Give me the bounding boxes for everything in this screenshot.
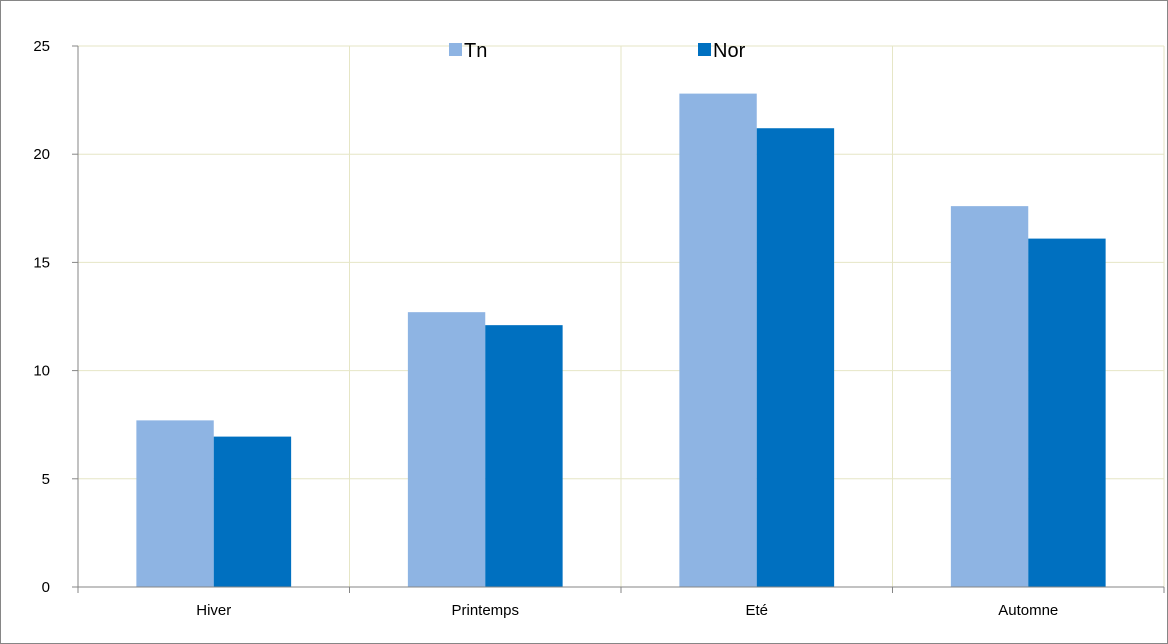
y-tick-label: 0: [42, 579, 50, 596]
bar-tn-printemps: [407, 312, 486, 587]
legend: Tn Nor: [449, 40, 746, 62]
legend-label-tn: Tn: [464, 40, 487, 62]
y-tick-label: 20: [33, 146, 50, 163]
axes: 0 5 10 15 20 25 Hiver Printemps Eté Automne: [33, 38, 1165, 619]
bar-tn-eté: [679, 93, 757, 587]
bar-tn-automne: [950, 206, 1029, 588]
y-tick-label: 10: [33, 363, 50, 380]
bar-tn-hiver: [136, 420, 214, 587]
bar-nor-automne: [1028, 238, 1106, 587]
legend-swatch-tn: [449, 43, 462, 56]
y-tick-label: 25: [33, 38, 50, 55]
bar-nor-printemps: [485, 325, 563, 587]
legend-swatch-nor: [698, 43, 711, 56]
x-category-label: Hiver: [196, 602, 231, 619]
y-tick-label: 15: [33, 254, 50, 271]
x-category-label: Printemps: [451, 602, 519, 619]
bars: [136, 93, 1106, 588]
x-category-label: Eté: [745, 602, 768, 619]
y-tick-label: 5: [42, 471, 50, 488]
legend-label-nor: Nor: [713, 40, 746, 62]
bar-nor-hiver: [213, 436, 292, 587]
x-category-label: Automne: [998, 602, 1058, 619]
bar-nor-eté: [756, 128, 835, 587]
